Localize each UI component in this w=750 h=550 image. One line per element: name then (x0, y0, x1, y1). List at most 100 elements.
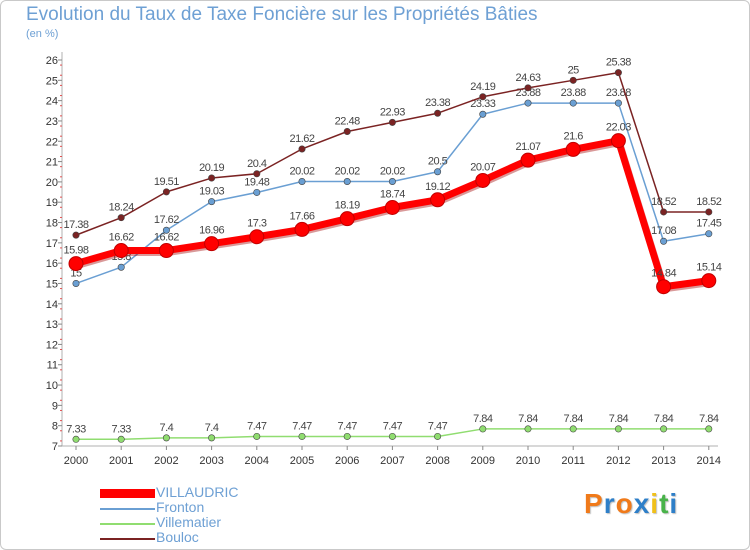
data-point-fronton (614, 99, 622, 107)
data-point-villematier (614, 425, 622, 433)
legend: VILLAUDRIC Fronton Villematier Bouloc (100, 484, 300, 546)
x-tick-label: 2000 (64, 455, 88, 467)
legend-label-bouloc: Bouloc (156, 529, 199, 545)
data-label-bouloc: 17.38 (63, 219, 88, 231)
data-point-fronton (479, 110, 487, 118)
data-label-villaudric: 15.14 (696, 262, 721, 274)
data-label-bouloc: 25 (568, 64, 580, 76)
data-label-villematier: 7.47 (337, 420, 357, 432)
data-label-villaudric: 17.66 (289, 210, 314, 222)
data-label-bouloc: 18.52 (651, 196, 676, 208)
logo-letter: o (615, 488, 634, 519)
data-point-fronton (253, 188, 261, 196)
data-label-bouloc: 18.24 (109, 202, 134, 214)
data-label-villaudric: 18.74 (380, 188, 405, 200)
data-label-villematier: 7.47 (383, 420, 403, 432)
data-point-villematier (524, 425, 532, 433)
data-label-bouloc: 20.4 (247, 158, 267, 170)
x-tick-label: 2013 (651, 455, 675, 467)
data-point-bouloc (343, 128, 351, 136)
x-tick-label: 2009 (471, 455, 495, 467)
legend-item-fronton: Fronton (100, 500, 300, 516)
proxiti-logo: Proxiti (584, 488, 678, 520)
x-tick-label: 2001 (109, 455, 133, 467)
data-label-villaudric: 18.19 (335, 200, 360, 212)
y-tick-label: 17 (46, 238, 58, 250)
data-label-fronton: 17.62 (154, 214, 179, 226)
data-point-fronton (343, 177, 351, 185)
data-point-bouloc (660, 208, 668, 216)
data-label-bouloc: 19.51 (154, 176, 179, 188)
data-label-villematier: 7.4 (205, 422, 219, 434)
data-label-villematier: 7.47 (247, 420, 267, 432)
data-point-bouloc (72, 231, 80, 239)
data-point-bouloc (479, 93, 487, 101)
data-point-fronton (298, 177, 306, 185)
data-point-fronton (72, 279, 80, 287)
data-label-villaudric: 16.62 (154, 232, 179, 244)
y-tick-label: 16 (46, 258, 58, 270)
data-point-villaudric (520, 152, 536, 168)
data-point-villaudric (158, 243, 174, 259)
data-point-villematier (479, 425, 487, 433)
data-point-villaudric (294, 221, 310, 237)
data-label-fronton: 23.33 (470, 98, 495, 110)
y-tick-label: 9 (52, 400, 58, 412)
legend-swatch-villematier (100, 523, 155, 525)
data-label-fronton: 23.88 (515, 87, 540, 99)
y-tick-label: 21 (46, 157, 58, 169)
data-label-villematier: 7.33 (66, 423, 86, 435)
y-tick-label: 24 (46, 96, 58, 108)
data-point-villaudric (701, 273, 717, 289)
y-tick-label: 25 (46, 75, 58, 87)
data-point-fronton (208, 198, 216, 206)
data-label-villaudric: 22.03 (606, 122, 631, 134)
data-point-villaudric (384, 199, 400, 215)
data-point-villematier (569, 425, 577, 433)
data-point-fronton (162, 226, 170, 234)
data-point-fronton (569, 99, 577, 107)
data-point-villaudric (656, 279, 672, 295)
data-point-villematier (117, 435, 125, 443)
series-fronton: 1515.817.6219.0319.4820.0220.0220.0220.5… (70, 87, 722, 287)
y-tick-label: 18 (46, 218, 58, 230)
data-point-villaudric (68, 256, 84, 272)
data-label-villematier: 7.84 (563, 413, 583, 425)
x-tick-label: 2003 (199, 455, 223, 467)
data-label-villematier: 7.4 (160, 422, 174, 434)
data-label-villematier: 7.84 (699, 413, 719, 425)
data-label-bouloc: 18.52 (696, 196, 721, 208)
data-label-bouloc: 21.62 (289, 133, 314, 145)
x-tick-label: 2007 (380, 455, 404, 467)
data-label-villaudric: 17.3 (247, 218, 267, 230)
data-point-fronton (434, 168, 442, 176)
data-label-bouloc: 20.19 (199, 162, 224, 174)
data-point-villaudric (339, 211, 355, 227)
data-point-bouloc (705, 208, 713, 216)
data-label-villematier: 7.84 (473, 413, 493, 425)
data-point-villematier (298, 432, 306, 440)
y-unit-label: (en %) (26, 28, 59, 40)
data-label-bouloc: 24.63 (515, 72, 540, 84)
data-label-villematier: 7.47 (428, 420, 448, 432)
data-point-fronton (524, 99, 532, 107)
data-label-villaudric: 16.62 (109, 232, 134, 244)
legend-item-bouloc: Bouloc (100, 529, 300, 546)
logo-letter: t (659, 488, 670, 519)
logo-letter: P (584, 488, 604, 519)
y-tick-label: 12 (46, 339, 58, 351)
legend-label-villaudric: VILLAUDRIC (156, 484, 239, 500)
data-point-villaudric (249, 229, 265, 245)
legend-swatch-bouloc (100, 538, 155, 540)
data-point-fronton (705, 230, 713, 238)
data-label-villaudric: 16.96 (199, 225, 224, 237)
data-point-villematier (72, 435, 80, 443)
data-label-fronton: 23.88 (606, 87, 631, 99)
data-label-fronton: 20.02 (335, 165, 360, 177)
series-villaudric: 15.98 16.62 16.62 16.96 17.3 17.66 18.19 18.74 1… (63, 122, 722, 295)
data-label-fronton: 19.03 (199, 186, 224, 198)
data-point-fronton (660, 237, 668, 245)
chart-title: Evolution du Taux de Taxe Foncière sur l… (26, 4, 538, 25)
data-point-villematier (705, 425, 713, 433)
